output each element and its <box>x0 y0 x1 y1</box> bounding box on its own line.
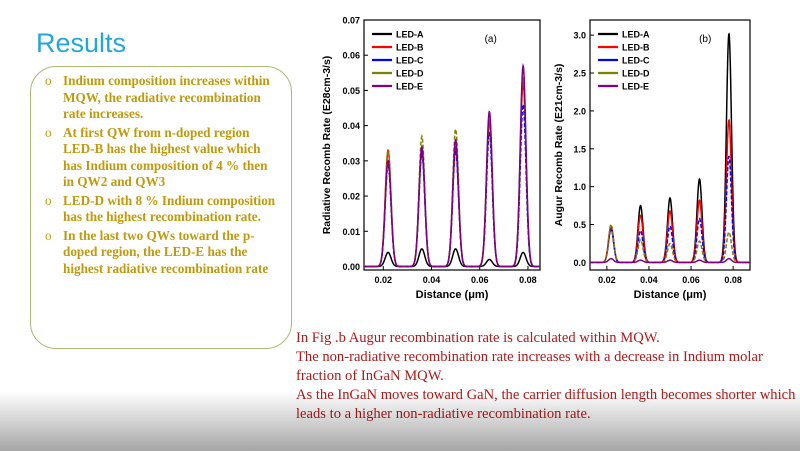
legend-label: LED-B <box>396 43 424 53</box>
bullet-marker: o <box>45 124 52 140</box>
y-tick-label: 0.05 <box>342 86 360 96</box>
y-tick-label: 0.00 <box>342 262 360 272</box>
bullet-marker: o <box>45 73 52 88</box>
augur-recomb-chart: 0.0 0.5 1.0 1.5 2.0 2.5 3.0 0.02 0.04 0.06 0.08 Dis… <box>553 19 751 301</box>
y-tick-label: 1.0 <box>573 182 586 192</box>
panel-label: (b) <box>699 34 711 45</box>
x-axis-label: Distance (μm) <box>416 289 489 301</box>
legend-label: LED-E <box>396 82 423 92</box>
y-tick-label: 0.01 <box>342 227 360 237</box>
x-tick-label: 0.08 <box>724 275 742 285</box>
y-axis-label: Augur Recomb Rate (E21cm-3/s) <box>553 64 565 227</box>
series-line-led-d <box>364 73 540 268</box>
y-tick-label: 0.5 <box>573 220 586 230</box>
legend-label: LED-D <box>396 69 424 79</box>
bullet-text: At first QW from n-doped region LED-B ha… <box>63 124 268 190</box>
x-tick-label: 0.04 <box>640 275 658 285</box>
x-tick-label: 0.02 <box>598 275 616 285</box>
legend-label: LED-C <box>622 56 650 66</box>
bullet-text: Indium composition increases within MQW,… <box>63 73 270 121</box>
caption-line: As the InGaN moves toward GaN, the carri… <box>296 387 796 422</box>
legend-label: LED-A <box>396 30 424 40</box>
x-axis-label: Distance (μm) <box>634 289 707 301</box>
slide-title: Results <box>36 28 127 58</box>
legend-label: LED-B <box>622 43 650 53</box>
series-line-led-a <box>590 32 750 264</box>
y-tick-label: 2.5 <box>573 69 586 79</box>
caption-line: The non-radiative recombination rate inc… <box>296 349 763 384</box>
plot-frame <box>589 19 751 271</box>
legend-label: LED-C <box>396 56 424 66</box>
panel-label: (a) <box>485 34 497 45</box>
y-tick-label: 0.03 <box>342 156 360 166</box>
x-tick-label: 0.06 <box>682 275 700 285</box>
y-tick-label: 3.0 <box>573 31 586 41</box>
y-tick-label: 0.06 <box>342 51 360 61</box>
y-axis-label: Radiative Recomb Rate (E28cm-3/s) <box>321 56 333 235</box>
series-line-led-e <box>364 62 540 268</box>
bullet-item: o LED-D with 8 % Indium composition has t… <box>41 193 281 226</box>
bullet-marker: o <box>45 227 52 243</box>
y-tick-label: 0.0 <box>573 258 586 268</box>
bullet-box: o Indium composition increases within MQW… <box>30 66 292 349</box>
bullet-marker: o <box>45 192 52 208</box>
series-line-led-a <box>364 248 540 268</box>
x-tick-label: 0.08 <box>519 275 537 285</box>
y-tick-label: 2.0 <box>573 106 586 116</box>
x-tick-label: 0.02 <box>375 275 393 285</box>
caption-line: In Fig .b Augur recombination rate is ca… <box>296 330 660 346</box>
bullet-list: o Indium composition increases within MQW… <box>41 73 281 277</box>
bullet-text: LED-D with 8 % Indium composition has th… <box>63 192 276 225</box>
y-tick-label: 0.04 <box>342 121 360 131</box>
series-line-led-e <box>590 257 750 264</box>
bullet-item: o In the last two QWs toward the p-doped … <box>41 228 281 278</box>
bullet-item: o At first QW from n-doped region LED-B h… <box>41 125 281 191</box>
radiative-recomb-chart: 0.00 0.01 0.02 0.03 0.04 0.05 0.06 0.07 0.02 0.04… <box>321 16 541 301</box>
bullet-item: o Indium composition increases within MQW… <box>41 73 281 123</box>
y-tick-label: 1.5 <box>573 144 586 154</box>
y-tick-label: 0.07 <box>342 16 360 26</box>
x-tick-label: 0.04 <box>423 275 441 285</box>
bullet-text: In the last two QWs toward the p-doped r… <box>63 227 269 276</box>
x-tick-label: 0.06 <box>471 275 489 285</box>
figure-caption: In Fig .b Augur recombination rate is ca… <box>296 329 796 424</box>
y-tick-label: 0.02 <box>342 192 360 202</box>
plot-frame <box>363 19 541 271</box>
series-line-led-d <box>590 223 750 264</box>
legend-label: LED-A <box>622 30 650 40</box>
legend-label: LED-D <box>622 69 650 79</box>
legend-label: LED-E <box>622 82 649 92</box>
